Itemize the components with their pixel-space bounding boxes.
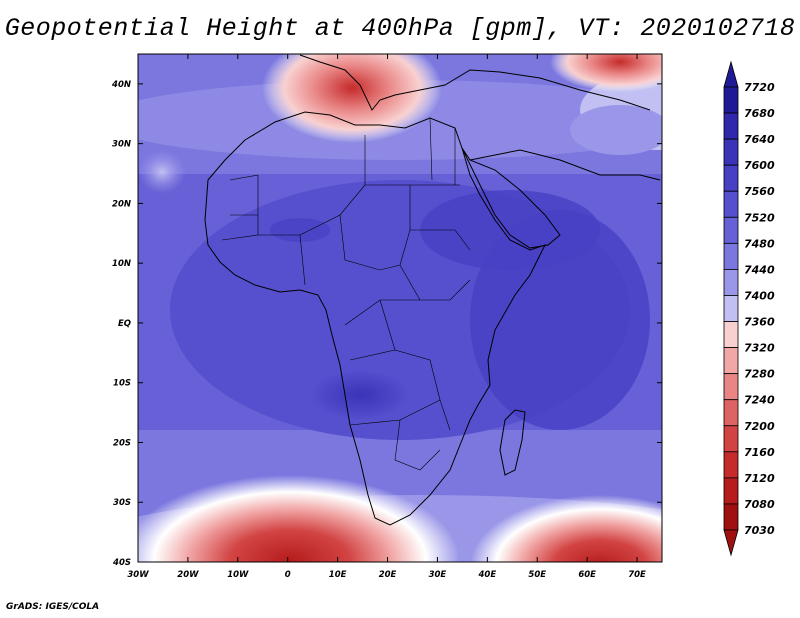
software-credit: GrADS: IGES/COLA — [6, 602, 100, 612]
colorbar-label: 7320 — [744, 342, 775, 355]
colorbar-label: 7280 — [744, 368, 775, 381]
colorbar-label: 7440 — [744, 263, 775, 276]
colorbar-label: 7640 — [744, 133, 775, 146]
colorbar-swatch — [723, 477, 739, 505]
colorbar-label: 7240 — [744, 394, 775, 407]
colorbar-swatch — [723, 112, 739, 140]
colorbar-swatch — [723, 138, 739, 166]
lon-label: 30W — [127, 570, 149, 580]
colorbar-swatch — [723, 242, 739, 270]
lon-label: 20E — [379, 570, 397, 580]
colorbar-label: 7600 — [744, 159, 775, 172]
lon-label: 0 — [285, 570, 291, 580]
lon-label: 30E — [429, 570, 447, 580]
lon-label: 40E — [478, 570, 497, 580]
lat-label: EQ — [118, 319, 131, 329]
lon-label: 10E — [329, 570, 347, 580]
colorbar-swatch — [723, 347, 739, 375]
colorbar-label: 7480 — [744, 237, 775, 250]
colorbar-label: 7030 — [744, 524, 775, 537]
axis-ticks — [137, 54, 662, 563]
plot-frame — [137, 53, 663, 563]
lat-label: 30S — [113, 498, 131, 508]
colorbar-label: 7160 — [744, 446, 775, 459]
latitude-labels: 40N 30N 20N 10N EQ 10S 20S 30S 40S — [111, 80, 131, 568]
lon-label: 70E — [628, 570, 646, 580]
colorbar-label: 7200 — [744, 420, 775, 433]
colorbar-label: 7400 — [744, 289, 775, 302]
colorbar-bottom-arrow — [723, 529, 739, 557]
colorbar-swatch — [723, 164, 739, 192]
colorbar-label: 7560 — [744, 185, 775, 198]
map-title: Geopotential Height at 400hPa [gpm], VT:… — [4, 14, 796, 43]
colorbar-swatch — [723, 451, 739, 479]
colorbar-label: 7360 — [744, 316, 775, 329]
lon-label: 50E — [528, 570, 546, 580]
colorbar-swatch — [723, 216, 739, 244]
colorbar-swatch — [723, 399, 739, 427]
lon-label: 10W — [227, 570, 249, 580]
colorbar-label: 7120 — [744, 472, 775, 485]
colorbar-swatch — [723, 503, 739, 531]
lat-label: 40S — [112, 558, 131, 568]
height-field — [138, 54, 662, 562]
longitude-labels: 30W 20W 10W 0 10E 20E 30E 40E 50E 60E 70E — [127, 570, 646, 580]
colorbar-swatch — [723, 295, 739, 322]
lon-label: 60E — [578, 570, 596, 580]
colorbar-swatch — [723, 373, 739, 401]
colorbar: 7720 7680 7640 7600 7560 7520 7480 7440 7400 7360… — [723, 60, 775, 557]
coastlines — [204, 54, 661, 526]
colorbar-swatch — [723, 425, 739, 453]
country-borders — [221, 117, 471, 471]
colorbar-label: 7520 — [744, 211, 775, 224]
colorbar-swatch — [723, 321, 739, 348]
colorbar-swatch — [723, 269, 739, 296]
lat-label: 20S — [113, 438, 131, 448]
lat-label: 40N — [111, 80, 131, 90]
lat-label: 30N — [112, 140, 131, 150]
colorbar-swatch — [723, 190, 739, 218]
lat-label: 20N — [112, 199, 131, 209]
colorbar-label: 7720 — [744, 81, 775, 94]
colorbar-top-arrow — [723, 60, 739, 88]
colorbar-label: 7080 — [744, 498, 775, 511]
lon-label: 20W — [177, 570, 199, 580]
lat-label: 10S — [113, 379, 131, 389]
colorbar-label: 7680 — [744, 107, 775, 120]
colorbar-swatch — [723, 86, 739, 114]
lat-label: 10N — [112, 259, 131, 269]
